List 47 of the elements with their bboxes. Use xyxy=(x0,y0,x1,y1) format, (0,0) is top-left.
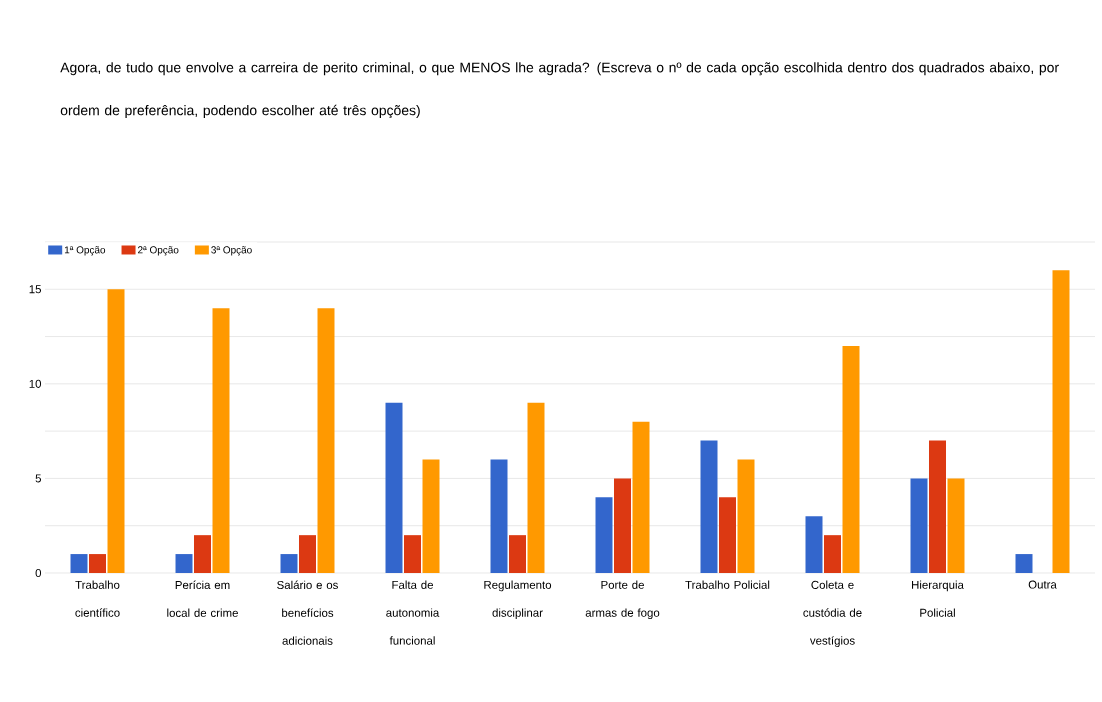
bar xyxy=(1052,270,1070,573)
bar xyxy=(805,516,823,573)
bar xyxy=(70,554,88,573)
bar xyxy=(404,535,422,573)
bar xyxy=(700,440,718,573)
bar xyxy=(107,289,125,573)
bar xyxy=(422,459,440,573)
bar xyxy=(280,554,298,573)
bar xyxy=(737,459,755,573)
y-tick-label: 5 xyxy=(35,474,42,483)
y-tick-label: 15 xyxy=(29,285,42,294)
bar xyxy=(947,478,965,573)
bar xyxy=(910,478,928,573)
legend-label: 2ª Opção xyxy=(138,246,179,256)
bar xyxy=(385,402,403,573)
bar xyxy=(317,308,335,573)
bar xyxy=(632,421,650,573)
category-label: Porte de armas de fogo xyxy=(585,580,660,620)
bar xyxy=(929,440,946,573)
category-label: Perícia em local de crime xyxy=(167,580,238,617)
y-tick-label: 0 xyxy=(35,568,42,578)
legend-label: 3ª Opção xyxy=(211,246,252,256)
bar xyxy=(719,497,736,573)
category-label: Regulamento disciplinar xyxy=(484,580,552,620)
bar xyxy=(509,535,527,573)
bar xyxy=(842,346,860,573)
category-label: Salário e os benefícios adicionais xyxy=(277,580,338,645)
category-label: Trabalho científico xyxy=(75,580,120,617)
category-label: Hierarquia Policial xyxy=(912,580,964,617)
x-tick-label: Outra xyxy=(1028,580,1057,589)
bar xyxy=(212,308,230,573)
category-label: Falta de autonomia funcional xyxy=(386,580,440,645)
bar xyxy=(299,535,317,573)
bar xyxy=(824,535,841,573)
bar xyxy=(1015,554,1033,573)
x-tick-label: Trabalho Policial xyxy=(685,580,770,589)
y-tick-label: 10 xyxy=(29,379,42,388)
bar xyxy=(194,535,212,573)
bar xyxy=(527,402,545,573)
legend-label: 1ª Opção xyxy=(64,246,106,256)
bar xyxy=(614,478,631,573)
bar xyxy=(175,554,193,573)
bar xyxy=(89,554,107,573)
bar xyxy=(595,497,613,573)
category-label: Coleta e custódia de vestígios xyxy=(803,580,862,647)
bar xyxy=(490,459,508,573)
chart-title: Agora, de tudo que envolve a carreira de perito criminal, o que MENOS lhe agrada? (Escreva o nº de cada opção escolhida dentro dos quadrados abaixo, por ordem de preferência, podendo escolher até três opções) xyxy=(60,62,1059,119)
